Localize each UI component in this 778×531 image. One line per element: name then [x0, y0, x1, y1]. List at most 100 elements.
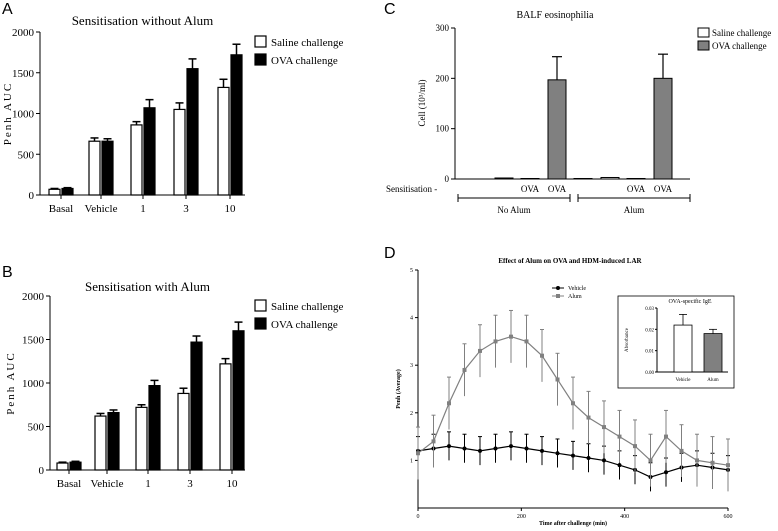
panel-b-bar-ova: [148, 385, 161, 471]
panel-d-point-vehicle: [602, 458, 606, 463]
panel-letter-a: A: [2, 1, 13, 18]
panel-a-x-tick-label: 1: [140, 203, 146, 215]
panel-d-x-label: Time after challenge (min): [539, 520, 607, 527]
panel-c-legend-swatch-saline: [697, 27, 710, 38]
panel-d-point-alum: [555, 377, 560, 382]
panel-d-point-vehicle: [478, 448, 482, 453]
panel-b-x-tick-label: 3: [187, 478, 193, 490]
panel-d-inset-x-tick-label: Vehicle: [676, 378, 692, 383]
panel-d-legend-marker-vehicle: [556, 286, 560, 290]
panel-a-bar-ova: [186, 68, 199, 196]
panel-c-chart: BALF eosinophilia 0 100 200 300 Cell (10³/ml)…: [386, 10, 771, 215]
panel-letter-d: D: [384, 245, 396, 262]
panel-b-x-tick-label: 1: [145, 478, 151, 490]
panel-d-point-alum: [478, 348, 482, 353]
panel-a-x-tick-label: 10: [225, 203, 237, 215]
panel-a-bar-ova: [61, 187, 74, 196]
panel-d-chart: Effect of Alum on OVA and HDM-induced LA…: [395, 257, 735, 527]
panel-d-point-alum: [726, 463, 730, 468]
panel-c-bar-saline: [573, 177, 593, 180]
panel-d-point-vehicle: [664, 470, 668, 475]
panel-d-inset-y-label: Absorbance: [625, 327, 630, 352]
panel-d-inset-y-tick-label: 0.03: [645, 307, 654, 312]
panel-d-y-tick-label: 3: [410, 363, 413, 369]
panel-d-point-alum: [695, 458, 699, 463]
panel-d-point-alum: [462, 367, 467, 372]
panel-c-y-tick-label: 200: [436, 73, 450, 83]
panel-c-row-label: Sensitisation -: [386, 184, 437, 194]
panel-d-legend-label-vehicle: Vehicle: [568, 286, 586, 292]
panel-d-point-vehicle: [540, 448, 544, 453]
panel-d-point-vehicle: [555, 451, 560, 456]
panel-letter-c: C: [384, 1, 396, 18]
panel-c-bar-ova: [653, 77, 673, 180]
panel-d-point-alum: [524, 339, 529, 344]
panel-c-category-label: OVA: [548, 184, 567, 194]
panel-d-point-alum: [586, 415, 591, 420]
panel-d-point-alum: [493, 339, 498, 344]
panel-d-title: Effect of Alum on OVA and HDM-induced LA…: [498, 257, 642, 265]
panel-a-y-tick-label: 0: [29, 190, 35, 202]
panel-d-point-alum: [509, 334, 513, 339]
panel-d-point-vehicle: [586, 456, 591, 461]
panel-b-legend-swatch-ova: [254, 317, 267, 330]
panel-d-point-alum: [648, 458, 653, 463]
panel-b-y-tick-label: 0: [39, 465, 45, 477]
panel-d-inset-bar-alum: [703, 333, 723, 373]
panel-d-point-vehicle: [462, 446, 467, 451]
panel-c-y-label: Cell (10³/ml): [417, 80, 427, 127]
panel-c-category-label: OVA: [654, 184, 673, 194]
panel-d-x-tick-label: 200: [517, 514, 526, 520]
panel-c-category-label: OVA: [627, 184, 646, 194]
panel-a-bar-saline: [173, 108, 186, 196]
panel-d-point-alum: [679, 448, 684, 453]
panel-a-x-tick-label: Basal: [49, 203, 73, 215]
panel-d-inset-title: OVA-specific IgE: [668, 298, 711, 305]
panel-c-category-label: OVA: [521, 184, 540, 194]
panel-d-inset-bar-vehicle: [673, 324, 693, 373]
panel-a-y-tick-label: 1500: [12, 68, 35, 80]
panel-b-y-label: Penh AUC: [5, 351, 17, 414]
panel-b-title: Sensitisation with Alum: [85, 279, 210, 294]
panel-c-y-tick-label: 300: [436, 23, 450, 33]
panel-d-point-alum: [664, 434, 668, 439]
panel-d-point-alum: [710, 460, 715, 465]
panel-d-x-tick-label: 0: [417, 514, 420, 520]
panel-c-y-tick-label: 0: [445, 174, 450, 184]
panel-b-x-tick-label: 10: [227, 478, 239, 490]
panel-c-bar-saline: [520, 177, 540, 180]
panel-a-x-tick-label: 3: [183, 203, 189, 215]
panel-d-point-alum: [617, 434, 622, 439]
panel-c-bar-ova: [547, 79, 567, 180]
panel-b-bar-ova: [190, 341, 203, 471]
panel-b-bar-saline: [94, 415, 107, 471]
panel-d-point-alum: [447, 401, 451, 406]
panel-d-inset-x-tick-label: Alum: [707, 378, 719, 383]
panel-a-title: Sensitisation without Alum: [72, 13, 214, 28]
panel-a-y-tick-label: 500: [18, 149, 35, 161]
panel-c-bar-saline: [494, 177, 514, 180]
panel-b-y-tick-label: 1500: [22, 335, 45, 347]
panel-c-y-tick-label: 100: [436, 124, 450, 134]
panel-b-bar-saline: [177, 392, 190, 471]
panel-a-legend-swatch-saline: [254, 35, 267, 48]
panel-c-title: BALF eosinophilia: [517, 10, 595, 21]
panel-c-legend-label-saline: Saline challenge: [712, 28, 771, 38]
panel-c-legend-label-ova: OVA challenge: [712, 41, 767, 51]
panel-d-legend-marker-alum: [556, 294, 560, 298]
panel-d-y-tick-label: 1: [410, 458, 413, 464]
panel-b-legend-swatch-saline: [254, 299, 267, 312]
panel-d-inset-y-tick-label: 0.02: [645, 328, 654, 333]
panel-d-point-alum: [431, 439, 436, 444]
panel-d-point-vehicle: [571, 453, 575, 458]
panel-d-point-vehicle: [617, 463, 622, 468]
panel-b-bar-ova: [69, 461, 82, 471]
panel-a-bar-ova: [230, 54, 243, 196]
panel-b-x-tick-label: Vehicle: [91, 478, 124, 490]
panel-a-legend-label-saline: Saline challenge: [271, 37, 344, 49]
panel-a-chart: Sensitisation without Alum 0 500 1000 1500 20…: [2, 13, 344, 215]
panel-a-y-tick-label: 1000: [12, 109, 35, 121]
panel-b-bar-saline: [56, 462, 69, 471]
panel-b-x-tick-label: Basal: [57, 478, 81, 490]
